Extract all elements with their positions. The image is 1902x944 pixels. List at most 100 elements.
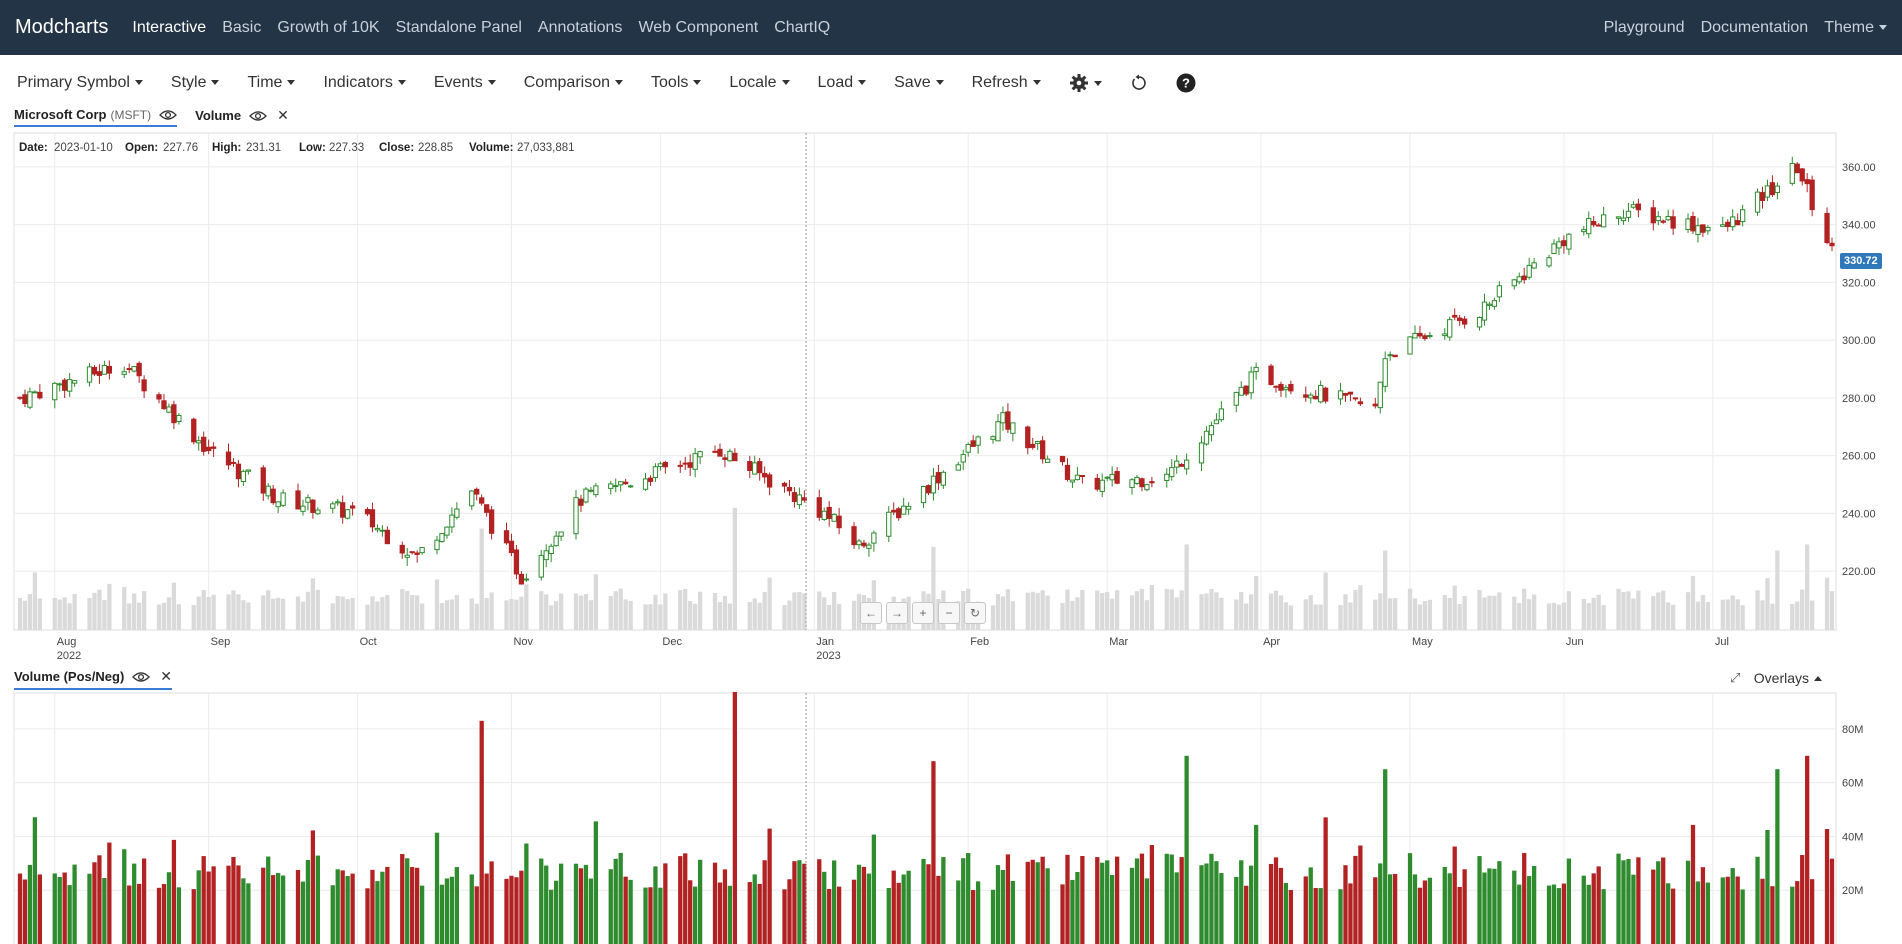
reset-button[interactable]: [1130, 74, 1148, 92]
candle-body: [1387, 354, 1393, 357]
volume-overlay-bar: [1427, 599, 1433, 630]
volume-bar: [1566, 858, 1572, 944]
volume-value: 27,033,881: [517, 142, 575, 154]
candle-body: [330, 503, 336, 509]
events-menu[interactable]: Events: [434, 74, 496, 92]
eye-icon[interactable]: [249, 110, 268, 122]
expand-icon[interactable]: ⤢: [1730, 670, 1741, 685]
volume-pos-neg-legend[interactable]: Volume (Pos/Neg) ✕: [14, 668, 173, 690]
volume-bar: [1700, 867, 1706, 944]
volume-bar: [67, 885, 72, 944]
volume-overlay-bar: [171, 582, 177, 630]
nav-link-growth-of-10k[interactable]: Growth of 10K: [277, 18, 380, 36]
volume-overlay-bar: [573, 593, 579, 630]
date-label: Date:: [19, 142, 48, 154]
help-button[interactable]: ?: [1176, 73, 1196, 93]
refresh-menu[interactable]: Refresh: [972, 74, 1041, 92]
eye-icon[interactable]: [159, 109, 178, 121]
nav-link-playground[interactable]: Playground: [1603, 18, 1685, 36]
volume-bar: [166, 872, 172, 944]
volume-overlay-bar: [509, 598, 514, 630]
style-menu[interactable]: Style: [171, 74, 220, 92]
candle-body: [315, 509, 321, 515]
volume-bar: [817, 859, 822, 944]
tools-menu[interactable]: Tools: [651, 74, 702, 92]
volume-bar: [1318, 888, 1323, 944]
save-menu[interactable]: Save: [894, 74, 944, 92]
chevron-up-icon: [1814, 675, 1822, 681]
time-menu[interactable]: Time: [247, 74, 296, 92]
candle-body: [1457, 317, 1463, 322]
eye-icon[interactable]: [132, 671, 151, 683]
low-value: 227.33: [329, 142, 364, 154]
scroll-right-button[interactable]: →: [886, 602, 908, 624]
volume-bar: [524, 843, 529, 944]
menu-label: Locale: [729, 74, 777, 91]
scroll-left-button[interactable]: ←: [860, 602, 882, 624]
candle-body: [647, 477, 654, 482]
nav-link-basic[interactable]: Basic: [222, 18, 262, 36]
volume-bar: [444, 878, 450, 944]
overlays-menu[interactable]: Overlays: [1754, 670, 1822, 686]
volume-bar: [27, 864, 33, 944]
primary-symbol-menu[interactable]: Primary Symbol: [17, 74, 143, 92]
reset-zoom-button[interactable]: ↻: [964, 602, 986, 624]
volume-bar: [479, 720, 484, 944]
volume-bar: [1169, 854, 1174, 944]
comparison-menu[interactable]: Comparison: [524, 74, 624, 92]
zoom-in-button[interactable]: +: [912, 602, 934, 624]
volume-bar: [1179, 857, 1184, 944]
volume-overlay-bar: [92, 592, 97, 630]
volume-overlay-bar: [549, 605, 554, 630]
volume-overlay-bar: [1720, 599, 1725, 630]
nav-link-standalone-panel[interactable]: Standalone Panel: [395, 18, 522, 36]
close-icon[interactable]: ✕: [277, 107, 289, 123]
brand-logo[interactable]: Modcharts: [15, 16, 109, 38]
volume-bar: [1412, 874, 1418, 944]
volume-chart[interactable]: 80M 60M 40M 20M: [0, 692, 1902, 944]
nav-link-interactive[interactable]: Interactive: [132, 18, 207, 36]
volume-bar: [966, 853, 971, 944]
volume-overlay-bar: [1343, 594, 1348, 630]
indicators-menu[interactable]: Indicators: [323, 74, 406, 92]
volume-y-tick: 60M: [1842, 778, 1863, 790]
price-chart[interactable]: 360.00 340.00 320.00 300.00 280.00 260.00 240.…: [0, 130, 1902, 670]
candle-body: [1040, 440, 1046, 460]
nav-link-chartiq[interactable]: ChartIQ: [774, 18, 831, 36]
locale-menu[interactable]: Locale: [729, 74, 790, 92]
volume-bar: [1100, 862, 1105, 944]
series-symbol: (MSFT): [110, 107, 152, 122]
close-icon[interactable]: ✕: [160, 668, 173, 684]
volume-overlay-bar: [474, 603, 479, 630]
candle-body: [1516, 276, 1522, 283]
volume-overlay-bar: [1025, 592, 1030, 630]
load-menu[interactable]: Load: [818, 74, 867, 92]
chevron-down-icon: [1093, 80, 1102, 86]
volume-legend[interactable]: Volume ✕: [195, 107, 289, 127]
nav-link-web-component[interactable]: Web Component: [638, 18, 759, 36]
volume-overlay-bar: [1249, 594, 1254, 630]
candle-body: [106, 365, 113, 374]
volume-bar: [276, 873, 281, 944]
volume-bar: [1422, 880, 1428, 944]
primary-series-legend[interactable]: Microsoft Corp (MSFT): [14, 107, 178, 127]
volume-overlay-bar: [1134, 591, 1140, 630]
volume-bar: [544, 865, 549, 944]
volume-bar: [593, 821, 599, 944]
volume-bar: [315, 855, 321, 944]
candle-body: [210, 446, 217, 449]
theme-dropdown[interactable]: Theme: [1824, 19, 1887, 37]
close-value: 228.85: [418, 142, 453, 154]
zoom-out-button[interactable]: −: [938, 602, 960, 624]
volume-bar: [191, 889, 196, 944]
volume-bar: [1442, 866, 1447, 944]
volume-bar: [514, 877, 519, 944]
volume-bar: [1760, 878, 1765, 944]
volume-overlay-bar: [1378, 593, 1383, 630]
settings-dropdown[interactable]: [1069, 73, 1102, 93]
volume-overlay-bar: [400, 589, 405, 630]
nav-link-annotations[interactable]: Annotations: [537, 18, 623, 36]
volume-bar: [236, 865, 241, 944]
candle-body: [1104, 476, 1110, 479]
nav-link-documentation[interactable]: Documentation: [1700, 18, 1809, 36]
